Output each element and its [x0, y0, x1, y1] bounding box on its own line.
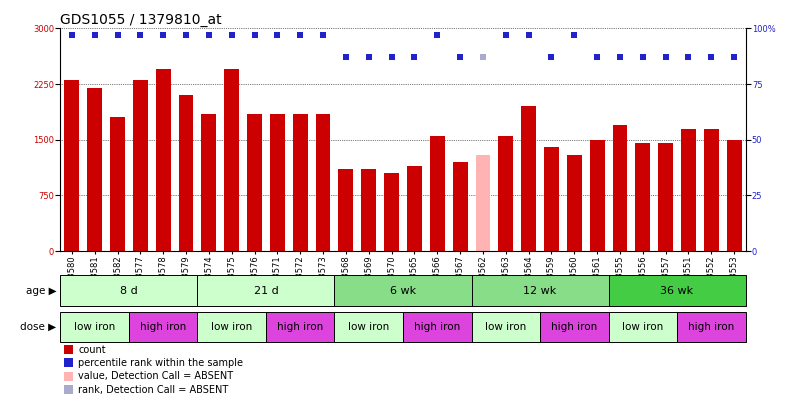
Bar — [60, 275, 197, 306]
Point — [248, 32, 261, 38]
Point — [522, 32, 535, 38]
Text: low iron: low iron — [485, 322, 526, 332]
Text: low iron: low iron — [74, 322, 115, 332]
Text: high iron: high iron — [551, 322, 597, 332]
Text: high iron: high iron — [140, 322, 186, 332]
Point — [271, 32, 284, 38]
Bar — [476, 155, 490, 251]
Bar — [609, 312, 677, 342]
Bar — [407, 166, 422, 251]
Point — [362, 54, 375, 60]
Point — [180, 32, 193, 38]
Point — [385, 54, 398, 60]
Point — [408, 54, 421, 60]
Bar — [247, 114, 262, 251]
Point — [454, 54, 467, 60]
Bar — [613, 125, 627, 251]
Bar — [334, 312, 403, 342]
Bar — [197, 275, 334, 306]
Bar — [521, 107, 536, 251]
Bar — [316, 114, 330, 251]
Text: value, Detection Call = ABSENT: value, Detection Call = ABSENT — [78, 371, 233, 381]
Bar — [270, 114, 285, 251]
Text: count: count — [78, 345, 106, 354]
Text: dose ▶: dose ▶ — [20, 322, 56, 332]
Bar — [544, 147, 559, 251]
Text: 21 d: 21 d — [254, 286, 278, 296]
Bar — [64, 80, 79, 251]
Bar — [361, 169, 376, 251]
Point — [591, 54, 604, 60]
Bar — [87, 88, 102, 251]
Text: high iron: high iron — [414, 322, 460, 332]
Bar — [609, 275, 746, 306]
Text: low iron: low iron — [348, 322, 389, 332]
Point — [476, 54, 489, 60]
Bar — [677, 312, 746, 342]
Bar — [453, 162, 467, 251]
Bar — [727, 140, 742, 251]
Point — [134, 32, 147, 38]
Point — [317, 32, 330, 38]
Point — [156, 32, 169, 38]
Bar — [540, 312, 609, 342]
Text: GDS1055 / 1379810_at: GDS1055 / 1379810_at — [60, 13, 222, 27]
Bar — [704, 129, 719, 251]
Bar — [202, 114, 216, 251]
Bar — [472, 312, 540, 342]
Bar — [293, 114, 308, 251]
Bar — [384, 173, 399, 251]
Bar — [590, 140, 604, 251]
Text: high iron: high iron — [688, 322, 734, 332]
Point — [567, 32, 580, 38]
Bar — [430, 136, 445, 251]
Text: low iron: low iron — [211, 322, 252, 332]
Point — [636, 54, 649, 60]
Bar — [266, 312, 334, 342]
Point — [499, 32, 512, 38]
Bar — [567, 155, 582, 251]
Bar — [156, 69, 171, 251]
Text: rank, Detection Call = ABSENT: rank, Detection Call = ABSENT — [78, 385, 228, 394]
Bar — [339, 169, 353, 251]
Text: percentile rank within the sample: percentile rank within the sample — [78, 358, 243, 368]
Point — [202, 32, 215, 38]
Point — [88, 32, 101, 38]
Bar — [472, 275, 609, 306]
Point — [339, 54, 352, 60]
Bar — [659, 143, 673, 251]
Point — [65, 32, 78, 38]
Point — [682, 54, 695, 60]
Bar — [681, 129, 696, 251]
Text: age ▶: age ▶ — [26, 286, 56, 296]
Bar — [129, 312, 197, 342]
Bar — [110, 117, 125, 251]
Point — [430, 32, 443, 38]
Point — [225, 32, 239, 38]
Point — [613, 54, 626, 60]
Bar — [635, 143, 650, 251]
Text: 36 wk: 36 wk — [660, 286, 694, 296]
Text: 8 d: 8 d — [120, 286, 138, 296]
Bar — [498, 136, 513, 251]
Point — [704, 54, 717, 60]
Point — [111, 32, 124, 38]
Point — [293, 32, 306, 38]
Point — [659, 54, 672, 60]
Point — [728, 54, 741, 60]
Bar — [403, 312, 472, 342]
Text: 6 wk: 6 wk — [390, 286, 416, 296]
Text: low iron: low iron — [622, 322, 663, 332]
Bar — [179, 95, 193, 251]
Bar — [197, 312, 266, 342]
Bar — [224, 69, 239, 251]
Bar — [60, 312, 129, 342]
Bar — [133, 80, 147, 251]
Point — [545, 54, 558, 60]
Text: high iron: high iron — [277, 322, 323, 332]
Bar — [334, 275, 472, 306]
Text: 12 wk: 12 wk — [523, 286, 557, 296]
